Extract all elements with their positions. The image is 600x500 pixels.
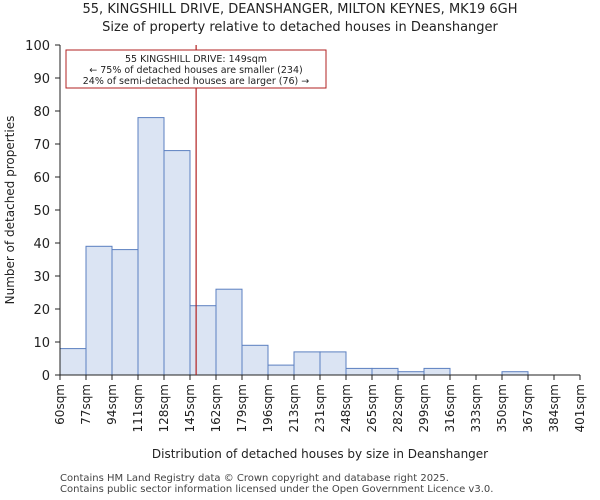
annotation-line: 24% of semi-detached houses are larger (… bbox=[83, 76, 310, 87]
x-tick-label: 401sqm bbox=[573, 384, 587, 432]
annotation-line: 55 KINGSHILL DRIVE: 149sqm bbox=[125, 54, 267, 65]
y-tick-label: 10 bbox=[33, 336, 50, 351]
x-tick-label: 350sqm bbox=[495, 384, 509, 432]
y-tick-label: 70 bbox=[33, 138, 50, 153]
histogram-bar bbox=[189, 305, 217, 376]
y-tick-label: 40 bbox=[33, 237, 50, 252]
x-axis: 60sqm 77sqm 94sqm 111sqm 128sqm 145sqm 162sqm 1… bbox=[53, 374, 587, 432]
y-axis-label: Number of detached properties bbox=[3, 116, 17, 305]
chart-subtitle: Size of property relative to detached ho… bbox=[102, 20, 498, 35]
x-tick-label: 179sqm bbox=[235, 384, 249, 432]
histogram-bar bbox=[371, 367, 399, 376]
x-tick-label: 384sqm bbox=[547, 384, 561, 432]
footer-line-1: Contains HM Land Registry data © Crown c… bbox=[60, 473, 449, 484]
x-tick-label: 60sqm bbox=[53, 384, 67, 425]
x-tick-label: 94sqm bbox=[105, 384, 119, 425]
x-tick-label: 231sqm bbox=[313, 384, 327, 432]
y-tick-label: 0 bbox=[42, 369, 50, 384]
histogram-bar bbox=[163, 150, 191, 376]
histogram-bar bbox=[137, 117, 165, 376]
histogram-bar bbox=[215, 288, 243, 376]
histogram-bar bbox=[345, 367, 373, 376]
annotation-line: ← 75% of detached houses are smaller (23… bbox=[89, 65, 302, 76]
x-tick-label: 77sqm bbox=[79, 384, 93, 425]
x-tick-label: 367sqm bbox=[521, 384, 535, 432]
x-axis-label: Distribution of detached houses by size … bbox=[152, 447, 488, 461]
y-tick-label: 50 bbox=[33, 204, 50, 219]
x-tick-label: 265sqm bbox=[365, 384, 379, 432]
histogram-bar bbox=[319, 351, 347, 376]
x-tick-label: 248sqm bbox=[339, 384, 353, 432]
histogram-bar bbox=[59, 348, 87, 376]
x-tick-label: 282sqm bbox=[391, 384, 405, 432]
x-tick-label: 316sqm bbox=[443, 384, 457, 432]
x-tick-label: 333sqm bbox=[469, 384, 483, 432]
annotation-box bbox=[65, 49, 327, 89]
histogram-bar bbox=[85, 245, 113, 376]
x-tick-label: 128sqm bbox=[157, 384, 171, 432]
footer-line-2: Contains public sector information licen… bbox=[60, 484, 494, 495]
histogram-bar bbox=[241, 344, 269, 376]
y-tick-label: 60 bbox=[33, 171, 50, 186]
histogram-bar bbox=[111, 249, 139, 376]
y-axis: 0 10 20 30 40 50 60 70 80 90 100 bbox=[25, 39, 61, 384]
x-tick-label: 111sqm bbox=[131, 384, 145, 432]
chart-title: 55, KINGSHILL DRIVE, DEANSHANGER, MILTON… bbox=[82, 2, 518, 17]
y-tick-label: 20 bbox=[33, 303, 50, 318]
x-tick-label: 145sqm bbox=[183, 384, 197, 432]
x-tick-label: 162sqm bbox=[209, 384, 223, 432]
histogram-bar bbox=[267, 364, 295, 376]
histogram-bar bbox=[423, 367, 451, 376]
bars-group bbox=[59, 117, 529, 376]
y-tick-label: 100 bbox=[25, 39, 50, 54]
x-tick-label: 299sqm bbox=[417, 384, 431, 432]
x-tick-label: 213sqm bbox=[287, 384, 301, 432]
marker-group: 55 KINGSHILL DRIVE: 149sqm← 75% of detac… bbox=[65, 45, 327, 375]
y-tick-label: 80 bbox=[33, 105, 50, 120]
y-tick-label: 90 bbox=[33, 72, 50, 87]
x-tick-label: 196sqm bbox=[261, 384, 275, 432]
y-tick-label: 30 bbox=[33, 270, 50, 285]
histogram-bar bbox=[293, 351, 321, 376]
